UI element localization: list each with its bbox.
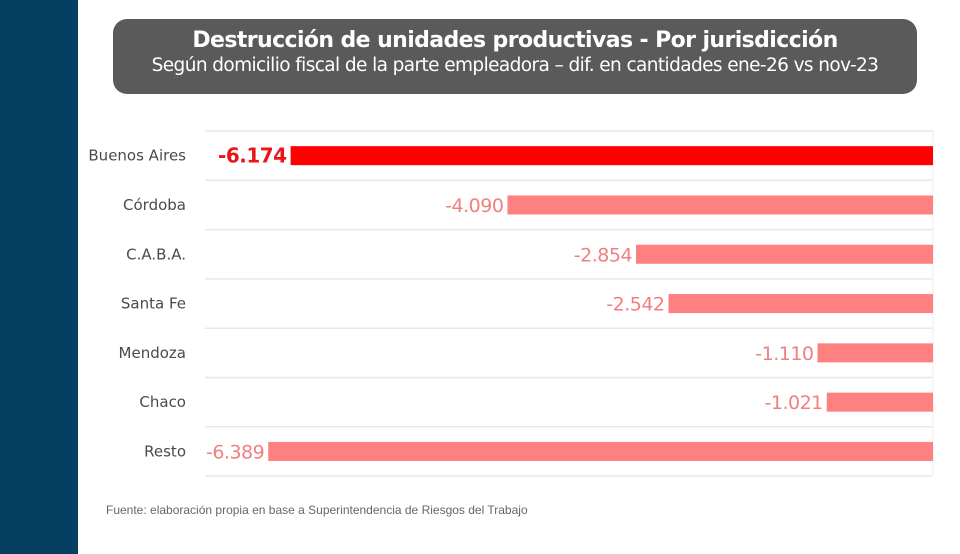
labels: Buenos Aires -6.174 Córdoba -4.090 C.A.B.A. -… <box>88 144 823 464</box>
bar-chaco <box>826 392 933 412</box>
value-label: -1.021 <box>765 392 823 414</box>
bar-buenos-aires <box>290 146 933 166</box>
bars <box>268 146 933 461</box>
bar-santa-fe <box>668 294 933 314</box>
category-label: Resto <box>144 442 186 460</box>
category-label: Córdoba <box>123 196 186 214</box>
category-label: Mendoza <box>119 344 186 362</box>
bar-mendoza <box>817 343 933 363</box>
source-note: Fuente: elaboración propia en base a Sup… <box>106 503 528 517</box>
value-label: -6.389 <box>206 441 264 463</box>
value-label: -1.110 <box>755 343 813 365</box>
title-banner: Destrucción de unidades productivas - Po… <box>113 19 917 94</box>
category-label: C.A.B.A. <box>126 245 186 263</box>
bar-resto <box>268 441 933 461</box>
value-label: -2.542 <box>606 294 664 316</box>
value-label: -2.854 <box>574 244 633 266</box>
chart-subtitle: Según domicilio fiscal de la parte emple… <box>151 55 879 76</box>
value-label: -6.174 <box>218 144 287 168</box>
bar-c-a-b-a- <box>636 244 933 264</box>
bar-c-rdoba <box>507 195 933 215</box>
chart-title: Destrucción de unidades productivas - Po… <box>192 28 838 53</box>
gridlines <box>205 130 934 477</box>
category-label: Buenos Aires <box>88 147 186 165</box>
sidebar-band <box>0 0 78 554</box>
value-label: -4.090 <box>445 195 503 217</box>
category-label: Chaco <box>139 393 186 411</box>
category-label: Santa Fe <box>121 295 186 313</box>
